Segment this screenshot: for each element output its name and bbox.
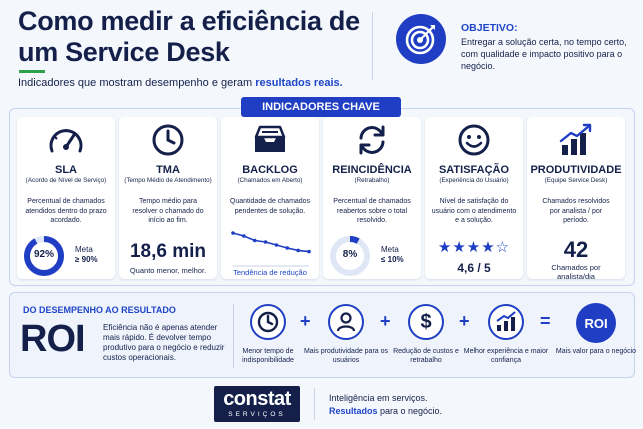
card-title: SATISFAÇÃO (438, 164, 510, 176)
reincidencia-meta: Meta ≤ 10% (381, 245, 404, 264)
speedometer-icon (17, 121, 115, 159)
clock-icon (250, 304, 286, 340)
roi-result-label: Mais valor para o negócio (555, 348, 637, 355)
trend-point (274, 243, 279, 247)
card-title: BACKLOG (242, 164, 298, 176)
card-tma: TMA (Tempo Médio de Atendimento) Tempo m… (119, 117, 217, 279)
user-icon (328, 304, 364, 340)
clock-icon (119, 121, 217, 159)
roi-divider (233, 304, 234, 368)
target-icon (396, 14, 446, 64)
step-label: Menor tempo de indisponibilidade (242, 348, 294, 364)
sla-meta: Meta ≥ 90% (75, 245, 98, 264)
card-reincidencia: REINCIDÊNCIA (Retrabalho) Percentual de … (323, 117, 421, 279)
footer-tagline-1: Inteligência em serviços. (329, 393, 428, 403)
card-title: TMA (156, 164, 180, 176)
card-description: Tempo médio para resolver o chamado do i… (132, 198, 204, 224)
card-title: REINCIDÊNCIA (332, 164, 412, 176)
star-filled-icon: ★ (452, 239, 467, 256)
inbox-tray-icon (221, 121, 319, 159)
title-accent-bar (19, 70, 45, 73)
tma-note: Quanto menor, melhor. (129, 266, 207, 275)
objective-label: OBJETIVO: (461, 22, 518, 34)
card-description: Chamados resolvidos por analista / por p… (542, 198, 610, 224)
backlog-trend-label: Tendência de redução (233, 268, 307, 277)
card-satisfacao: SATISFAÇÃO (Experiência do Usuário) Níve… (425, 117, 523, 279)
objective-text: Entregar a solução certa, no tempo certo… (461, 37, 627, 71)
star-empty-icon: ☆ (495, 239, 511, 256)
footer-divider (314, 388, 315, 420)
card-description: Nível de satisfação do usuário com o ate… (431, 198, 517, 224)
step-label: Mais produtividade para os usuários (303, 348, 389, 364)
reincidencia-donut-arc (330, 236, 370, 276)
card-subtitle: (Equipe Service Desk) (544, 177, 608, 184)
card-backlog: BACKLOG (Chamados em Aberto) Quantidade … (221, 117, 319, 279)
card-subtitle: (Chamados em Aberto) (237, 177, 303, 184)
trend-point (252, 238, 257, 243)
refresh-cycle-icon (323, 121, 421, 159)
header-divider (372, 12, 373, 80)
roi-heading: DO DESEMPENHO AO RESULTADO (23, 305, 176, 315)
productivity-note: Chamados por analista/dia (551, 263, 601, 281)
indicators-banner: INDICADORES CHAVE (241, 97, 401, 117)
card-title: SLA (55, 164, 77, 176)
card-title: PRODUTIVIDADE (530, 164, 622, 176)
card-description: Quantidade de chamados pendentes de solu… (229, 198, 311, 215)
plus-icon: + (459, 311, 470, 331)
star-filled-icon: ★ (466, 239, 482, 256)
roi-word: ROI (20, 318, 86, 360)
trend-point (242, 234, 246, 238)
trend-point (231, 231, 235, 235)
card-description: Percentual de chamados reabertos sobre o… (333, 198, 411, 224)
growth-chart-icon (488, 304, 524, 340)
page-title: Como medir a eficiência de um Service De… (18, 6, 360, 67)
equals-icon: = (540, 311, 551, 331)
smiley-face-icon (425, 121, 523, 159)
constat-logo: constat SERVIÇOS (214, 386, 300, 422)
trend-point (307, 249, 311, 254)
trend-point (285, 246, 290, 250)
card-subtitle: (Acordo de Nível de Serviço) (25, 177, 107, 184)
subtitle-highlight: resultados reais. (255, 77, 343, 89)
card-description: Percentual de chamados atendidos dentro … (25, 198, 107, 224)
reincidencia-donut: 8% (329, 235, 371, 277)
card-subtitle: (Experiência do Usuário) (439, 177, 509, 184)
plus-icon: + (380, 311, 391, 331)
sla-value: 92% (33, 249, 54, 260)
plus-icon: + (300, 311, 311, 331)
card-sla: SLA (Acordo de Nível de Serviço) Percent… (17, 117, 115, 279)
roi-result-circle: ROI (576, 303, 616, 343)
roi-section (9, 292, 635, 378)
card-subtitle: (Retrabalho) (354, 177, 390, 184)
backlog-trend-chart (231, 231, 311, 267)
page-subtitle: Indicadores que mostram desempenho e ger… (18, 77, 343, 89)
trend-point (296, 248, 300, 253)
sla-donut-arc (24, 236, 64, 276)
rating-stars: ★★★★☆ (425, 238, 523, 256)
roi-text: Eficiência não é apenas atender mais ráp… (103, 323, 225, 362)
trend-line (232, 232, 310, 253)
card-produtividade: PRODUTIVIDADE (Equipe Service Desk) Cham… (527, 117, 625, 281)
step-label: Redução de custos e retrabalho (393, 348, 459, 364)
rating-text: 4,6 / 5 (457, 261, 491, 275)
card-subtitle: (Tempo Médio de Atendimento) (124, 177, 212, 184)
star-filled-icon: ★ (481, 239, 496, 256)
reincidencia-value: 8% (342, 249, 358, 260)
step-label: Melhor experiência e maior confiança (463, 348, 549, 364)
dollar-icon: $ (408, 304, 444, 340)
trend-point (263, 240, 268, 244)
tma-value: 18,6 min (129, 241, 207, 262)
productivity-value: 42 (563, 237, 589, 262)
bar-chart-growth-icon (527, 121, 625, 159)
sla-donut: 92% (23, 235, 65, 277)
star-filled-icon: ★ (437, 239, 453, 256)
footer-tagline-2: Resultados para o negócio. (329, 406, 443, 416)
